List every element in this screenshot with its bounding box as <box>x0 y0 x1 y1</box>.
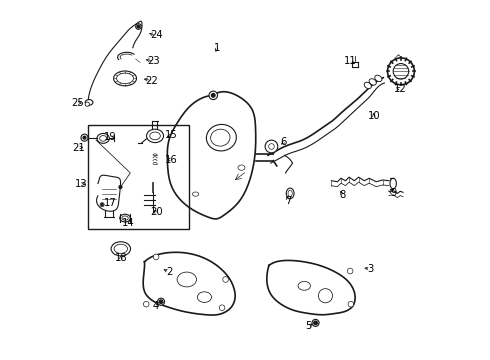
Circle shape <box>347 268 353 274</box>
Circle shape <box>153 254 159 260</box>
Circle shape <box>119 186 122 189</box>
Polygon shape <box>97 175 121 211</box>
Circle shape <box>157 298 165 305</box>
Text: 20: 20 <box>150 207 162 217</box>
Text: 19: 19 <box>104 132 117 142</box>
Text: 21: 21 <box>72 143 85 153</box>
Text: 5: 5 <box>305 321 312 332</box>
Circle shape <box>101 204 103 206</box>
Bar <box>88 125 189 229</box>
Text: 25: 25 <box>71 98 84 108</box>
Ellipse shape <box>111 242 130 256</box>
Text: 17: 17 <box>104 198 117 208</box>
Text: 14: 14 <box>122 218 134 228</box>
Circle shape <box>219 305 225 311</box>
Text: 3: 3 <box>367 264 373 274</box>
Text: 12: 12 <box>394 84 407 94</box>
Circle shape <box>223 277 228 282</box>
Circle shape <box>212 94 215 97</box>
Text: 23: 23 <box>147 56 160 66</box>
Text: 10: 10 <box>368 111 380 121</box>
Text: 22: 22 <box>145 76 158 86</box>
Circle shape <box>100 203 104 207</box>
Text: 2: 2 <box>166 267 172 278</box>
Polygon shape <box>167 92 256 219</box>
Ellipse shape <box>364 82 371 89</box>
Ellipse shape <box>286 188 294 199</box>
Ellipse shape <box>120 214 130 222</box>
Ellipse shape <box>390 178 396 189</box>
Ellipse shape <box>85 100 93 105</box>
Circle shape <box>136 24 141 30</box>
Circle shape <box>144 301 149 307</box>
Circle shape <box>388 58 415 85</box>
Text: 24: 24 <box>150 30 162 40</box>
Circle shape <box>348 301 354 307</box>
Ellipse shape <box>114 244 127 253</box>
Ellipse shape <box>369 79 376 85</box>
Text: 11: 11 <box>344 56 357 66</box>
Text: 4: 4 <box>153 301 159 311</box>
Text: 15: 15 <box>165 130 178 140</box>
Circle shape <box>314 321 318 325</box>
Text: 9: 9 <box>390 188 396 198</box>
Circle shape <box>312 319 319 327</box>
Text: 6: 6 <box>281 137 287 147</box>
Circle shape <box>265 140 278 153</box>
Circle shape <box>83 136 86 139</box>
Ellipse shape <box>375 75 382 82</box>
Text: 16: 16 <box>165 154 178 165</box>
Text: 13: 13 <box>74 179 87 189</box>
Polygon shape <box>143 252 235 315</box>
Circle shape <box>81 134 88 141</box>
Circle shape <box>209 91 218 100</box>
Text: 1: 1 <box>214 43 220 53</box>
Circle shape <box>85 102 89 106</box>
Circle shape <box>137 25 140 28</box>
Ellipse shape <box>117 73 133 84</box>
Text: 7: 7 <box>285 196 291 206</box>
Circle shape <box>159 300 163 303</box>
Text: 8: 8 <box>339 190 345 200</box>
Ellipse shape <box>147 129 164 143</box>
Ellipse shape <box>114 71 137 86</box>
Text: 18: 18 <box>115 253 127 263</box>
Polygon shape <box>267 260 355 315</box>
